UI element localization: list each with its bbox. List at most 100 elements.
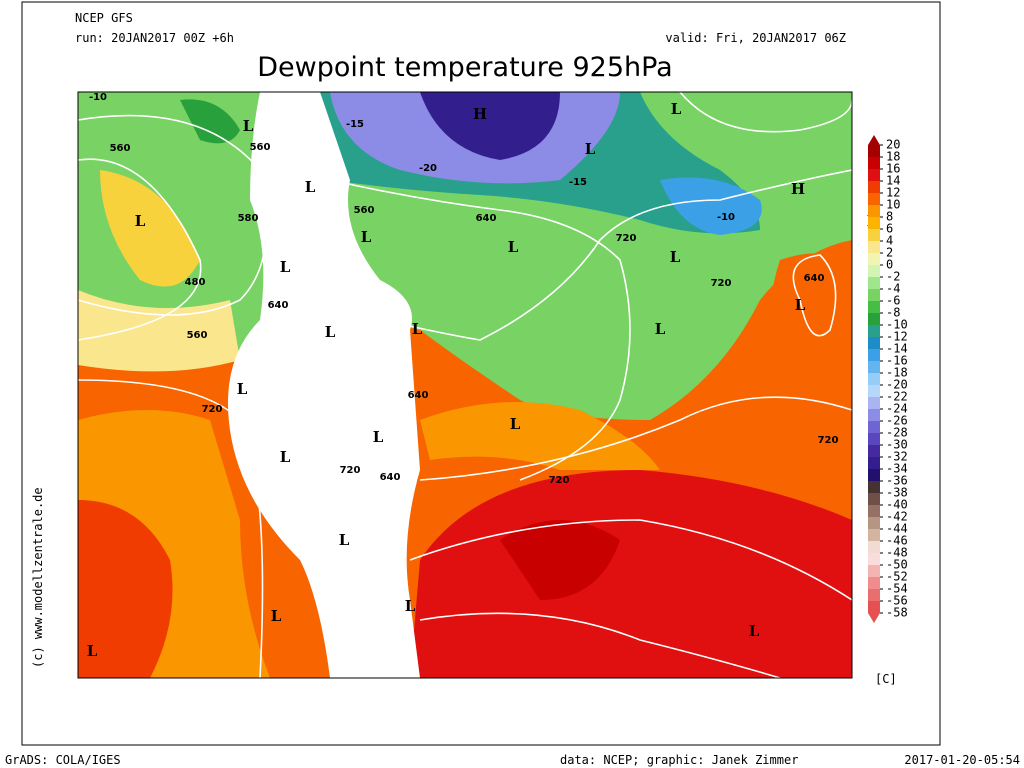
legend-bin <box>868 529 880 541</box>
legend-bin <box>868 169 880 181</box>
pressure-center: L <box>361 228 372 246</box>
legend-label: -54 <box>886 582 908 596</box>
pressure-center: L <box>405 597 416 615</box>
legend-label: 0 <box>886 258 893 272</box>
contour-line <box>78 379 264 678</box>
legend-label: -18 <box>886 366 908 380</box>
legend-label: -6 <box>886 294 900 308</box>
contour-label: -15 <box>346 119 364 130</box>
credits: data: NCEP; graphic: Janek Zimmer <box>560 753 798 767</box>
legend-label: -36 <box>886 474 908 488</box>
contour-label: -10 <box>717 212 735 223</box>
legend-bin <box>868 289 880 301</box>
field <box>100 170 200 287</box>
legend-bin <box>868 601 880 613</box>
pressure-center: L <box>280 258 291 276</box>
legend: [C] 20181614121086420-2-4-6-8-10-12-14-1… <box>868 135 908 686</box>
timestamp: 2017-01-20-05:54 <box>904 753 1020 767</box>
legend-bin <box>868 157 880 169</box>
pressure-center: L <box>749 622 760 640</box>
field <box>660 177 762 235</box>
field <box>420 402 660 470</box>
legend-bin <box>868 457 880 469</box>
contour-line <box>409 519 852 601</box>
legend-bin <box>868 301 880 313</box>
pressure-center: L <box>87 642 98 660</box>
legend-label: -8 <box>886 306 900 320</box>
legend-bin <box>868 541 880 553</box>
legend-bin <box>868 421 880 433</box>
contour-label: 720 <box>616 233 637 244</box>
legend-bin <box>868 229 880 241</box>
legend-unit: [C] <box>875 672 897 686</box>
pressure-center: H <box>791 180 805 198</box>
contour-label: 640 <box>476 213 497 224</box>
legend-bin <box>868 337 880 349</box>
legend-label: -28 <box>886 426 908 440</box>
legend-label: 20 <box>886 138 900 152</box>
legend-bin <box>868 325 880 337</box>
contour-label: 560 <box>110 143 131 154</box>
legend-label: -58 <box>886 606 908 620</box>
map-border <box>77 91 853 679</box>
contour-label: 720 <box>818 435 839 446</box>
field <box>410 470 852 678</box>
contour-label: 720 <box>549 475 570 486</box>
legend-label: -44 <box>886 522 908 536</box>
contour-label: 640 <box>408 390 429 401</box>
legend-bin <box>868 409 880 421</box>
legend-label: -48 <box>886 546 908 560</box>
pressure-center: L <box>373 428 384 446</box>
pressure-center: L <box>670 248 681 266</box>
contour-label: 480 <box>185 277 206 288</box>
contour-label: 560 <box>187 330 208 341</box>
map-title: Dewpoint temperature 925hPa <box>257 52 672 83</box>
legend-bin <box>868 253 880 265</box>
legend-bin <box>868 277 880 289</box>
legend-label: -42 <box>886 510 908 524</box>
contours <box>78 92 852 678</box>
model-name: NCEP GFS <box>75 11 133 25</box>
copyright: (c) www.modellzentrale.de <box>31 487 45 668</box>
legend-arrow-top <box>868 135 880 145</box>
pressure-center: L <box>671 100 682 118</box>
legend-bin <box>868 241 880 253</box>
legend-bin <box>868 265 880 277</box>
legend-label: -32 <box>886 450 908 464</box>
contour-line <box>78 158 202 341</box>
contour-label: 580 <box>238 213 259 224</box>
legend-label: -4 <box>886 282 900 296</box>
legend-label: -26 <box>886 414 908 428</box>
pressure-center: L <box>508 238 519 256</box>
contour-label: 560 <box>250 142 271 153</box>
legend-label: -52 <box>886 570 908 584</box>
legend-label: -2 <box>886 270 900 284</box>
legend-bin <box>868 553 880 565</box>
legend-bin <box>868 373 880 385</box>
pressure-center: L <box>795 296 806 314</box>
legend-bin <box>868 481 880 493</box>
pressure-center: L <box>339 531 350 549</box>
field <box>500 520 620 600</box>
legend-label: -46 <box>886 534 908 548</box>
field <box>420 92 560 160</box>
legend-bin <box>868 517 880 529</box>
contour-label: 640 <box>380 472 401 483</box>
legend-label: 8 <box>886 210 893 224</box>
software: GrADS: COLA/IGES <box>5 753 121 767</box>
legend-bin <box>868 145 880 157</box>
legend-bin <box>868 385 880 397</box>
run-info: run: 20JAN2017 00Z +6h <box>75 31 234 45</box>
pressure-center: L <box>325 323 336 341</box>
pressure-center: L <box>655 320 666 338</box>
contour-label: 640 <box>268 300 289 311</box>
contour-line <box>329 179 631 481</box>
contour-label: -10 <box>89 92 107 103</box>
legend-label: -38 <box>886 486 908 500</box>
pressure-center: L <box>280 448 291 466</box>
contour-line <box>419 612 781 678</box>
contour-label: 720 <box>202 404 223 415</box>
legend-label: -30 <box>886 438 908 452</box>
legend-bin <box>868 205 880 217</box>
